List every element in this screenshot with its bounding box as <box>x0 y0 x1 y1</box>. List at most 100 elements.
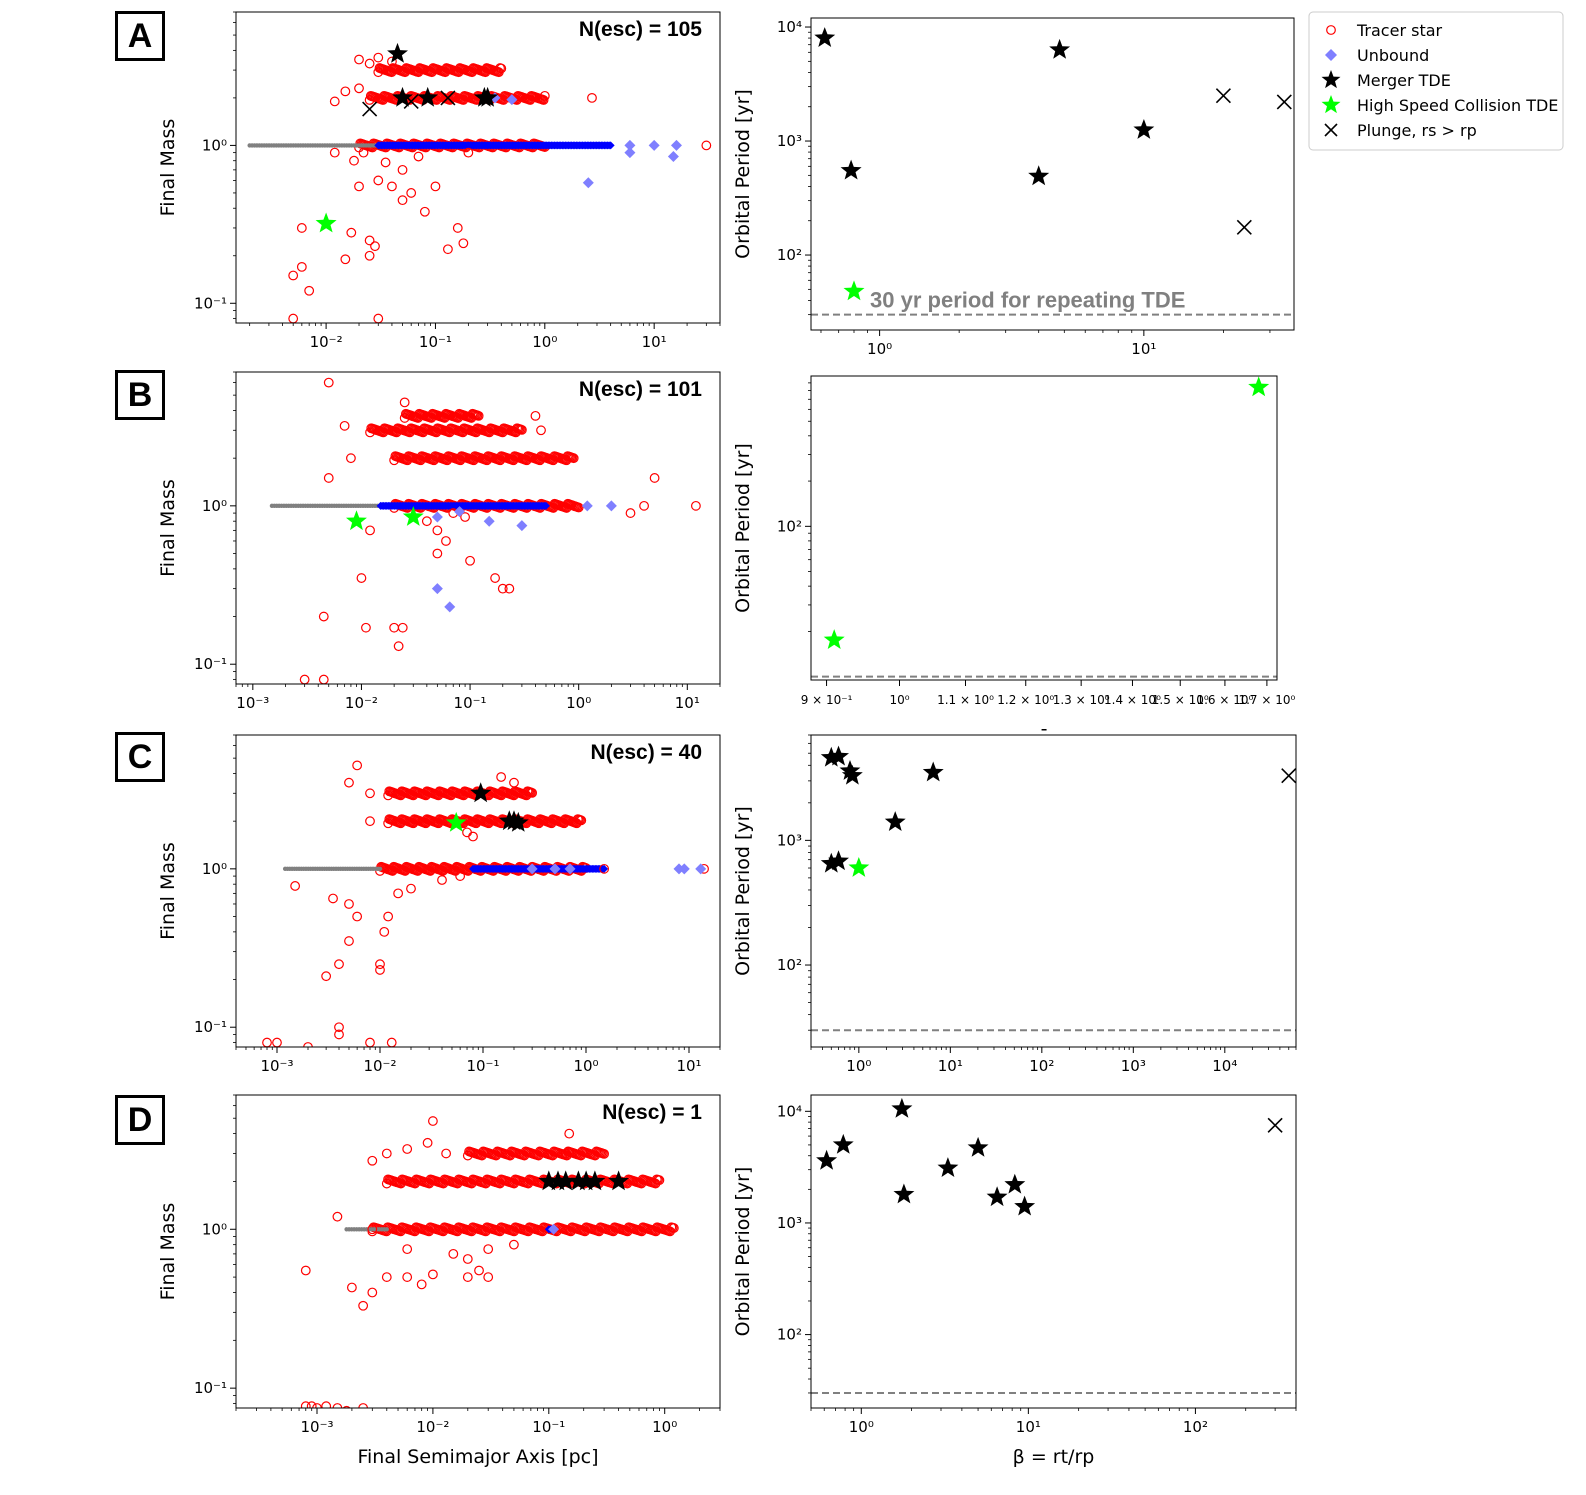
merger-tde-marker <box>584 1170 606 1191</box>
collision-tde-marker <box>1248 376 1270 397</box>
x-tick-label: 10¹ <box>1016 1418 1041 1436</box>
tracer-marker <box>365 788 375 799</box>
x-tick-label: 10⁻¹ <box>419 333 452 351</box>
tracer-marker <box>560 1148 571 1159</box>
tracer-marker <box>422 1137 433 1148</box>
tracer-marker <box>380 157 391 168</box>
collision-tde-marker <box>848 857 870 877</box>
tracer-marker <box>346 453 356 464</box>
chart-c-right: 10⁰ 10¹ 10² 10³ 10⁴ 10² 10³ Orbital Period [yr] <box>732 734 1297 1075</box>
merger-tde-marker <box>839 760 861 780</box>
tracer-marker <box>399 397 410 408</box>
tracer-marker <box>625 508 636 518</box>
plunge-x-stroke <box>440 90 456 106</box>
tracer-marker <box>397 622 408 633</box>
tracer-marker <box>344 936 354 946</box>
tracer-marker <box>332 1211 343 1222</box>
x-axis-label: β = rt/rp <box>1013 1446 1095 1468</box>
y-axis-label: Final Mass <box>157 842 179 940</box>
plunge-marker <box>1276 94 1292 110</box>
x-tick-label: 10⁻¹ <box>466 1057 499 1075</box>
plunge-x-stroke <box>1324 123 1338 137</box>
tracer-marker <box>393 888 404 899</box>
plot-area <box>811 376 1277 678</box>
x-tick-label: 1.7 × 10⁰ <box>1238 693 1295 707</box>
tracer-marker <box>296 223 307 233</box>
tracer-marker <box>455 871 466 881</box>
merger-tde-marker <box>820 852 842 873</box>
chart-a-left: 10⁻² 10⁻¹ 10⁰ 10¹ 10⁻¹ 10⁰ Final Mass N(esc) = … <box>157 11 721 351</box>
unbound-marker <box>526 863 538 875</box>
tracer-marker <box>668 1223 679 1233</box>
tracer-marker <box>328 893 338 904</box>
tracer-marker <box>509 1239 519 1250</box>
merger-tde-marker <box>1028 165 1050 186</box>
x-tick-label: 1.4 × 10⁰ <box>1104 693 1161 707</box>
legend-label: Plunge, rs > rp <box>1357 121 1477 140</box>
panel-label-c: C <box>115 732 165 782</box>
unbound-marker <box>506 94 518 106</box>
unbound-marker <box>549 863 561 875</box>
tracer-marker <box>441 1148 452 1159</box>
x-tick-label: 10¹ <box>675 694 700 712</box>
x-tick-label: 10⁰ <box>889 693 909 707</box>
plot-area <box>269 377 701 684</box>
tracer-marker <box>340 254 351 265</box>
axes-frame <box>810 375 1278 681</box>
tracer-marker <box>443 244 453 255</box>
collision-tde-marker <box>843 280 865 301</box>
panel-label-a: A <box>115 11 165 61</box>
merger-tde-marker <box>470 782 492 803</box>
tracer-marker <box>272 1037 282 1047</box>
y-tick-label: 10⁻¹ <box>194 1018 227 1036</box>
tracer-marker <box>497 583 508 594</box>
x-tick-label: 10⁻¹ <box>454 694 487 712</box>
tracer-marker <box>468 831 478 842</box>
tracer-marker <box>373 313 384 323</box>
axes-frame <box>235 371 721 685</box>
tracer-marker <box>587 92 597 103</box>
merger-tde-marker <box>840 159 862 180</box>
axes-frame <box>235 734 721 1048</box>
dashed-line-label: 30 yr period for repeating TDE <box>870 288 1185 313</box>
merger-tde-marker <box>967 1136 989 1157</box>
unbound-marker <box>670 139 682 151</box>
tracer-marker <box>365 525 375 536</box>
tracer-marker <box>465 555 475 566</box>
tracer-marker <box>373 175 384 186</box>
tracer-marker <box>402 1272 413 1282</box>
legend-item: Unbound <box>1325 46 1429 65</box>
x-tick-label: 1.1 × 10⁰ <box>937 693 994 707</box>
tracer-marker <box>473 410 484 421</box>
tracer-marker <box>346 1282 357 1293</box>
x-tick-label: 10² <box>1029 1057 1054 1075</box>
tracer-marker <box>361 622 371 633</box>
tracer-marker <box>367 1287 378 1298</box>
escape-count-annotation: N(esc) = 101 <box>579 378 702 401</box>
merger-tde-marker <box>567 1170 589 1191</box>
y-axis-label: Final Mass <box>157 479 179 577</box>
legend-label: Unbound <box>1357 46 1429 65</box>
tracer-marker <box>573 502 584 513</box>
tracer-marker <box>365 816 375 827</box>
tracer-marker <box>536 425 546 436</box>
collision-legend-icon <box>1321 95 1341 114</box>
tracer-marker <box>397 195 408 206</box>
unbound-marker <box>667 151 679 163</box>
x-tick-label: 10⁻³ <box>236 694 269 712</box>
tracer-marker <box>375 959 385 970</box>
tracer-marker <box>483 1244 494 1255</box>
tracer-marker <box>290 881 301 891</box>
unbound-marker <box>678 863 690 875</box>
x-tick-label: 1.3 × 10⁰ <box>1053 693 1110 707</box>
tracer-marker <box>334 1022 344 1033</box>
tracer-marker <box>288 313 299 323</box>
tracer-marker <box>387 56 397 67</box>
tracer-marker <box>568 453 579 464</box>
panel-label-d: D <box>115 1095 165 1145</box>
tracer-legend-icon <box>1326 25 1336 35</box>
legend-item: Merger TDE <box>1321 70 1451 90</box>
tracer-marker <box>386 1037 397 1047</box>
tracer-marker <box>358 147 369 158</box>
